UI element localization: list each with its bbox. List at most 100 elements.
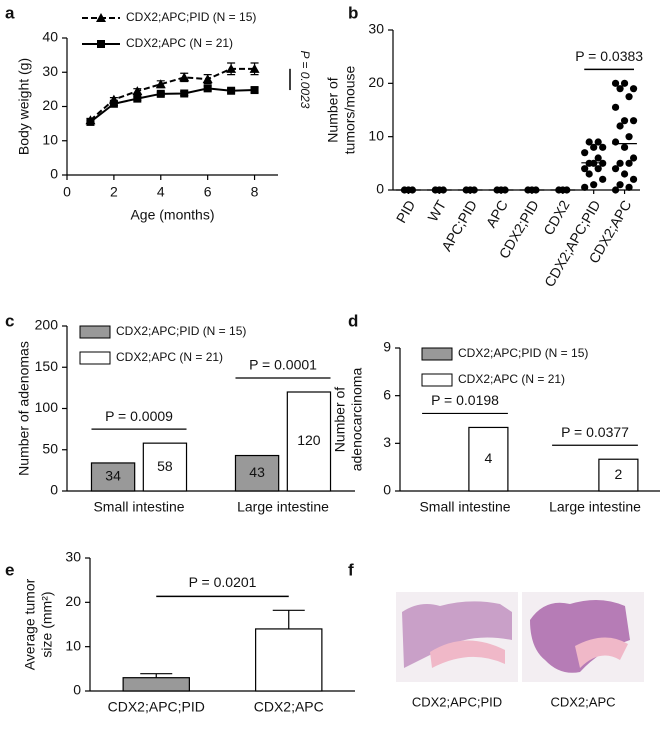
image-label: CDX2;APC — [550, 694, 615, 709]
bar — [286, 391, 332, 492]
y-tick-label: 20 — [368, 74, 384, 90]
bar — [255, 628, 323, 692]
dot — [585, 170, 593, 178]
dot — [611, 79, 620, 87]
y-tick-label: 20 — [42, 97, 58, 113]
marker — [179, 72, 190, 82]
dot — [629, 154, 638, 162]
legend-swatch — [79, 325, 111, 339]
marker — [202, 74, 213, 84]
dot — [594, 154, 602, 162]
dot — [590, 181, 598, 189]
dot — [611, 165, 620, 173]
value-label: 34 — [105, 468, 121, 484]
marker — [132, 86, 143, 96]
dot — [629, 117, 638, 125]
y-tick-label: 30 — [368, 21, 384, 37]
dot — [611, 103, 620, 111]
x-tick-label: Large intestine — [549, 499, 641, 515]
dot — [594, 138, 602, 146]
y-tick-label: 0 — [376, 181, 384, 197]
histology-images — [396, 592, 644, 682]
dot — [590, 143, 598, 151]
legend-label: CDX2;APC;PID (N = 15) — [126, 10, 256, 24]
y-axis-label: Body weight (g) — [16, 58, 32, 155]
y-axis-label: Number of — [325, 77, 341, 142]
marker — [203, 84, 212, 93]
dot — [616, 181, 624, 189]
marker — [226, 63, 237, 73]
dot — [625, 93, 633, 101]
x-tick-label: WT — [424, 197, 449, 224]
y-tick-label: 50 — [42, 440, 58, 456]
marker — [109, 99, 118, 108]
bar — [234, 454, 280, 492]
x-tick-label: APC — [483, 197, 511, 230]
y-axis-label: adenocarcinoma — [349, 368, 365, 472]
y-tick-label: 0 — [50, 166, 58, 182]
dot — [620, 79, 629, 87]
x-tick-label: Large intestine — [237, 499, 329, 515]
dot — [611, 186, 620, 194]
tissue — [530, 599, 630, 673]
dot — [594, 165, 602, 173]
annotation: P = 0.0001 — [249, 357, 317, 373]
x-tick-label: 4 — [157, 184, 165, 200]
y-tick-label: 0 — [73, 682, 81, 698]
panel-letter: a — [5, 3, 15, 22]
legend-swatch — [421, 347, 453, 361]
tissue — [402, 601, 512, 668]
y-axis-label: Average tumor — [22, 578, 38, 670]
marker — [86, 117, 95, 126]
tissue — [575, 637, 628, 668]
dot — [616, 122, 624, 130]
legend-swatch — [421, 373, 453, 387]
dot — [581, 165, 589, 173]
dot — [620, 170, 629, 178]
dot — [611, 138, 620, 146]
x-tick-label: 8 — [251, 184, 259, 200]
x-tick-label: CDX2;APC;PID — [108, 699, 205, 715]
x-tick-label: CDX2;APC — [254, 699, 324, 715]
dot — [599, 175, 607, 183]
x-tick-label: CDX2 — [540, 197, 573, 238]
dot — [599, 143, 607, 151]
marker — [155, 79, 166, 89]
y-axis-label: size (mm²) — [39, 591, 55, 657]
dot — [616, 159, 624, 167]
y-tick-label: 150 — [35, 358, 59, 374]
y-tick-label: 3 — [383, 434, 391, 450]
marker — [133, 94, 142, 103]
dot — [629, 85, 638, 93]
marker — [249, 63, 260, 73]
dot — [629, 175, 638, 183]
panel-letter: f — [348, 560, 354, 579]
dot — [581, 183, 589, 191]
bar — [468, 426, 509, 492]
dot — [581, 149, 589, 157]
tissue — [430, 640, 505, 668]
y-tick-label: 0 — [383, 482, 391, 498]
y-tick-label: 10 — [65, 637, 81, 653]
y-axis-label: tumors/mouse — [342, 65, 358, 154]
legend-swatch — [79, 351, 111, 365]
y-tick-label: 9 — [383, 339, 391, 355]
x-axis-label: Age (months) — [130, 207, 214, 223]
legend-label: CDX2;APC (N = 21) — [458, 372, 565, 386]
x-tick-label: 2 — [110, 184, 118, 200]
panel-letter: e — [5, 560, 14, 579]
annotation: P = 0.0377 — [561, 424, 629, 440]
y-tick-label: 30 — [42, 63, 58, 79]
marker — [180, 89, 189, 98]
bar — [90, 462, 136, 492]
bar — [122, 677, 190, 692]
y-tick-label: 10 — [42, 131, 58, 147]
y-tick-label: 0 — [50, 482, 58, 498]
y-tick-label: 10 — [368, 127, 384, 143]
dot — [620, 143, 629, 151]
error-bar — [272, 609, 305, 629]
marker — [250, 86, 259, 95]
x-tick-label: 6 — [204, 184, 212, 200]
bar — [142, 442, 188, 492]
